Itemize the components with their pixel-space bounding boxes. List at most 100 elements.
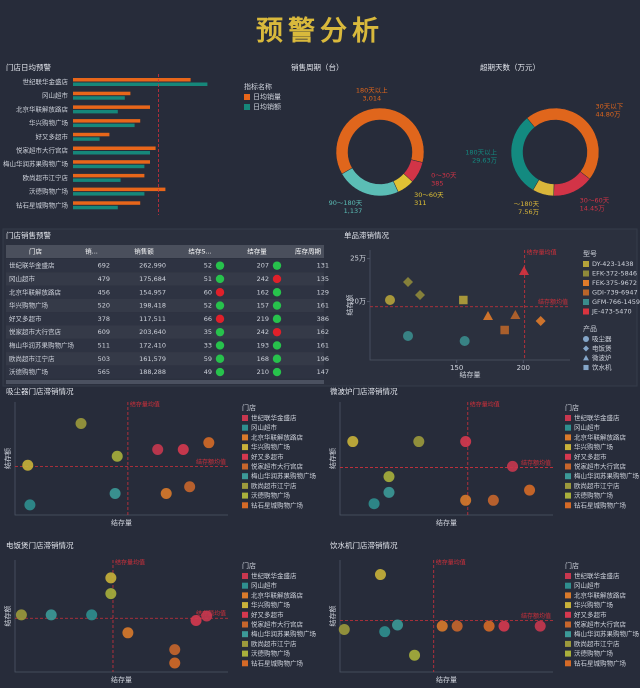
legend-swatch [565,415,571,421]
legend-swatch [242,463,248,470]
scatter-point [169,657,181,669]
chart-title: 销售周期（台） [291,62,344,72]
scatter-point [535,315,546,326]
column-header: 销... [85,247,98,256]
table-cell: 456 [98,288,110,296]
y-tick-label: 沃德购物广场 [29,187,69,196]
table-row [6,352,324,366]
table-cell: 692 [98,262,110,270]
legend-marker [583,364,589,371]
scatter-point [534,620,546,632]
scatter-point [184,481,196,493]
scatter-point [436,620,448,632]
mean-label: 结存额均值 [538,298,568,306]
legend-label: 欧尚超市江宁店 [251,481,297,490]
axis-line [14,560,228,673]
legend-swatch [583,280,589,286]
legend-swatch [242,492,248,499]
y-axis-label: 结存额 [3,606,12,627]
segment-label: 30天以下 [595,102,623,110]
table-cell: 59 [204,355,212,363]
mean-label: 结存额均值 [521,612,551,620]
table-cell: 154,957 [139,288,166,296]
table-cell: 世纪联华金盛店 [9,261,55,270]
chart-title: 电饭煲门店滞销情况 [6,540,74,550]
legend-swatch [565,611,571,618]
table-cell: 175,684 [139,275,166,283]
status-dot [272,301,282,310]
legend-label: 华兴购物广场 [574,442,614,451]
x-axis-label: 结存量 [111,518,132,527]
scatter-point [105,588,117,600]
segment-label: ～180天 [514,200,540,208]
segment-label: 0～30天 [431,171,457,179]
scrollbar[interactable] [6,380,324,384]
legend-swatch [242,621,248,628]
legend-label: 华兴购物广场 [251,600,291,609]
scatter-point [460,436,472,448]
y-tick-label: 好又多超市 [36,132,69,141]
table-cell: 157 [257,302,269,310]
table-cell: 203,640 [139,328,166,336]
table-cell: 172,410 [139,341,166,349]
bar [73,82,208,86]
bar [73,187,166,192]
legend-swatch [242,650,248,657]
legend-label: EFK-372-5846 [592,270,637,278]
legend-swatch [242,573,248,579]
segment-label: 180天以上 [356,86,388,95]
segment-value: 1,137 [344,207,363,215]
table-cell: 609 [98,328,110,336]
scatter-point [160,488,172,500]
table-cell: 161 [317,302,329,310]
legend-title: 指标名称 [244,82,272,91]
legend-marker [583,336,589,342]
scatter-point [379,626,391,638]
legend-label: 世纪联华金盛店 [574,413,620,422]
legend-swatch [242,582,248,589]
table-cell: 386 [317,315,329,323]
table-cell: 好又多超市 [9,314,42,323]
legend-swatch [583,299,589,305]
bar [73,132,110,137]
y-tick-label: 悦家超市大行宫店 [16,146,69,155]
bar [73,201,141,205]
legend-swatch [242,424,248,431]
bar [73,109,118,114]
y-tick-label: 25万 [350,255,366,263]
scatter-point [413,436,425,448]
y-axis-label: 结存额 [328,606,337,627]
scatter-point [403,276,413,287]
chart-title: 微波炉门店滞销情况 [330,386,398,396]
legend-swatch [565,473,571,480]
mean-label: 结存量均值 [527,249,557,257]
table-cell: 207 [257,262,269,270]
bar [73,123,135,128]
y-tick-label: 梅山华润苏果购物广场 [3,159,69,168]
legend-label: 欧尚超市江宁店 [251,639,297,648]
legend-label: 梅山华润苏果购物广场 [574,629,640,638]
table-cell: 沃德购物广场 [9,367,49,376]
legend-label: 梅山华润苏果购物广场 [574,471,640,480]
donut-segment [335,107,425,175]
table-cell: 262,990 [139,262,166,270]
legend-title: 门店 [565,403,579,412]
legend-swatch [565,453,571,460]
legend-swatch [565,434,571,441]
scatter-point [109,488,121,500]
legend-label: 钻石星城购物广场 [251,500,304,509]
page-title: 预警分析 [256,16,384,46]
table-cell: 冈山超市 [9,274,36,283]
legend-label: GFM-766-1459 [592,298,640,306]
legend-label: 冈山超市 [251,423,278,432]
scatter-point [383,486,395,498]
status-dot [272,354,282,363]
table-cell: 梅山华润苏果购物广场 [9,340,75,349]
scatter-point [152,443,164,455]
legend-label: 北京华联解放路店 [574,590,627,599]
status-dot [215,354,225,363]
table-cell: 52 [204,302,212,310]
legend-label: 日均销额 [253,102,281,111]
table-row [6,272,324,286]
